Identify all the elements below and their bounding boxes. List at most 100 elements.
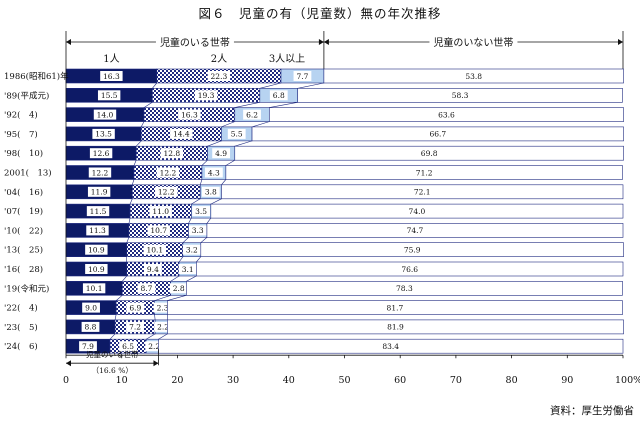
- header-without-children: 児童のいない世帯: [433, 36, 513, 49]
- value-label-bg: [204, 167, 223, 178]
- value-label-bg: [192, 206, 210, 217]
- category-label: '24( 6): [4, 341, 38, 352]
- value-label: 58.3: [452, 91, 469, 100]
- value-label-bg: [137, 283, 156, 294]
- value-label: 3.1: [182, 265, 194, 274]
- value-label: 2.8: [173, 284, 185, 293]
- value-label: 75.9: [404, 246, 421, 255]
- connector-line: [158, 333, 168, 340]
- connector-line: [126, 237, 130, 243]
- value-label: 6.8: [273, 91, 285, 100]
- connector-line: [207, 140, 222, 147]
- connector-line: [186, 275, 197, 282]
- category-label: '19(令和元): [4, 283, 49, 294]
- connector-line: [154, 314, 156, 320]
- value-label: 8.8: [85, 323, 97, 332]
- connector-line: [154, 295, 171, 301]
- connector-line: [143, 102, 153, 108]
- value-label-bg: [170, 128, 193, 139]
- value-label: 74.7: [407, 226, 424, 235]
- legend-label: 1人: [103, 53, 119, 65]
- bar-segment-4: [200, 242, 624, 257]
- value-label-bg: [243, 109, 261, 120]
- value-label: 7.7: [296, 72, 308, 81]
- value-label: 81.7: [387, 303, 404, 312]
- value-label: 12.8: [163, 149, 180, 158]
- annotation-label: 児童のいる世帯: [86, 349, 139, 359]
- connector-line: [191, 198, 201, 205]
- value-label: 9.4: [147, 265, 159, 274]
- connector-line: [182, 237, 189, 243]
- x-tick-label: 50: [338, 375, 350, 386]
- arrow-head: [153, 360, 159, 367]
- value-label: 11.5: [90, 207, 107, 216]
- connector-line: [135, 140, 142, 147]
- value-label: 9.0: [85, 303, 97, 312]
- value-label-bg: [85, 244, 108, 255]
- value-label: 3.3: [192, 226, 204, 235]
- arrow-head: [66, 39, 71, 45]
- value-label: 76.6: [401, 265, 418, 274]
- value-label-bg: [89, 148, 113, 159]
- value-label-bg: [269, 90, 288, 101]
- value-label: 12.2: [158, 188, 175, 197]
- value-label: 16.3: [181, 110, 198, 119]
- x-tick-label: 100%: [615, 375, 640, 386]
- category-label: '13( 25): [4, 245, 43, 256]
- value-label-bg: [87, 186, 111, 197]
- annotation: 児童のいる世帯 （16.6 %）: [66, 349, 159, 375]
- value-label-bg: [82, 302, 100, 313]
- value-label: 11.9: [91, 188, 108, 197]
- value-label-bg: [93, 109, 117, 120]
- value-label: 15.5: [101, 91, 118, 100]
- value-label-bg: [82, 283, 106, 294]
- x-tick-label: 70: [450, 375, 462, 386]
- category-labels: 1986(昭和61)年 '89(平成元) '92( 4) '95( 7) '98( 10…: [4, 71, 69, 352]
- value-label: 12.6: [93, 149, 110, 158]
- connector-line: [140, 121, 145, 128]
- category-label: '22( 4): [4, 303, 38, 314]
- x-tick-label: 20: [171, 375, 183, 386]
- value-label: 66.7: [429, 130, 446, 139]
- bar-segment-4: [196, 261, 624, 277]
- x-tick-label: 80: [506, 375, 518, 386]
- x-tick-label: 90: [561, 375, 573, 386]
- value-label: 2.3: [157, 303, 169, 312]
- connector-line: [170, 275, 180, 282]
- category-label: '10( 22): [4, 225, 43, 236]
- header-label-bg: [155, 35, 234, 48]
- x-tick-label: 0: [63, 375, 69, 386]
- chart-title: 図６ 児童の有（児童数）無の年次推移: [198, 6, 441, 21]
- value-label-bg: [143, 264, 162, 274]
- value-label: 10.1: [86, 284, 103, 293]
- value-label: 22.3: [211, 72, 228, 81]
- connector-line: [234, 102, 260, 108]
- connector-line: [221, 121, 235, 128]
- x-tick-label: 10: [116, 375, 128, 386]
- bar-segment-4: [225, 165, 623, 180]
- value-label: 12.2: [160, 168, 177, 177]
- source-note: 資料：厚生労働省: [550, 404, 634, 417]
- value-label-bg: [154, 321, 173, 332]
- connector-line: [152, 82, 158, 89]
- connector-line: [115, 295, 123, 301]
- bar-segment-4: [158, 338, 624, 354]
- value-label: 6.2: [246, 110, 258, 119]
- value-label: 11.0: [152, 207, 169, 216]
- value-label-bg: [293, 71, 312, 81]
- value-label-bg: [149, 206, 172, 217]
- value-label-bg: [178, 264, 197, 274]
- category-label: '07( 19): [4, 206, 43, 217]
- value-label: 71.2: [416, 168, 433, 177]
- value-label: 10.1: [146, 246, 163, 255]
- value-label: 78.3: [396, 284, 413, 293]
- arrow-head: [318, 39, 324, 45]
- value-label: 14.4: [173, 130, 190, 139]
- bar-segment-4: [221, 184, 624, 200]
- bar-segment-4: [323, 68, 624, 84]
- connector-line: [199, 179, 203, 185]
- annotation-value: （16.6 %）: [92, 366, 133, 375]
- value-label: 63.6: [438, 110, 455, 119]
- value-label: 6.9: [129, 303, 141, 312]
- value-label-bg: [155, 186, 178, 197]
